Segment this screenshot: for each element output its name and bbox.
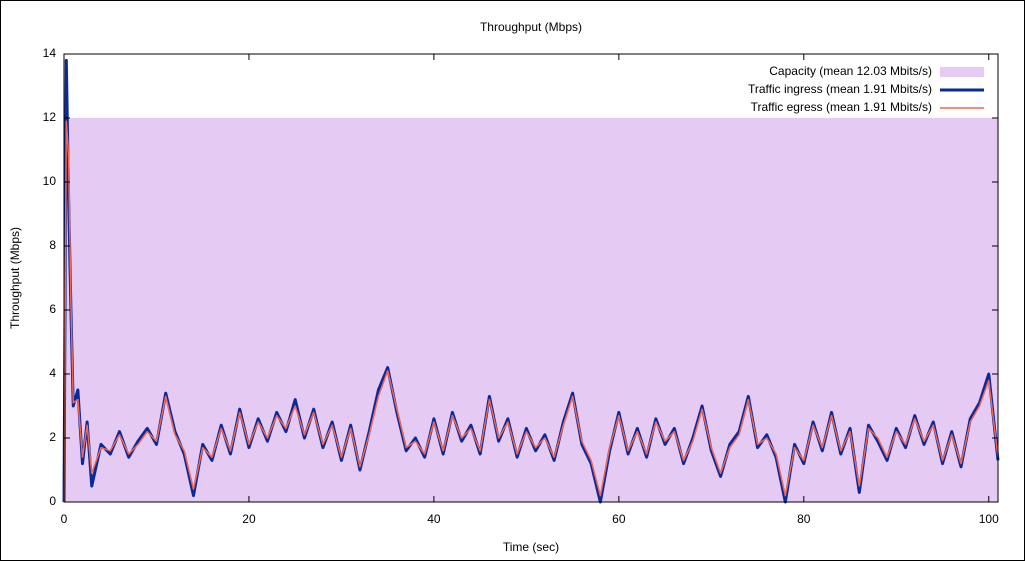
chart-title: Throughput (Mbps) — [480, 20, 582, 34]
series-line — [63, 120, 999, 503]
legend-label: Traffic egress (mean 1.91 Mbits/s) — [751, 100, 932, 114]
y-tick-label: 14 — [43, 46, 57, 60]
y-axis-label: Throughput (Mbps) — [8, 227, 22, 329]
y-tick-label: 6 — [49, 302, 56, 316]
x-tick-label: 20 — [242, 512, 256, 526]
legend-label: Traffic ingress (mean 1.91 Mbits/s) — [748, 82, 932, 96]
x-axis-label: Time (sec) — [503, 540, 559, 554]
x-tick-label: 100 — [979, 512, 999, 526]
x-tick-label: 80 — [797, 512, 811, 526]
legend-label: Capacity (mean 12.03 Mbits/s) — [769, 64, 932, 78]
plot-frame — [63, 53, 999, 503]
y-tick-label: 4 — [49, 366, 56, 380]
x-tick-label: 0 — [61, 512, 68, 526]
y-tick-label: 2 — [49, 430, 56, 444]
y-tick-label: 12 — [43, 110, 57, 124]
x-tick-label: 40 — [427, 512, 441, 526]
x-tick-label: 60 — [612, 512, 626, 526]
y-tick-label: 10 — [43, 174, 57, 188]
y-tick-label: 8 — [49, 238, 56, 252]
y-tick-label: 0 — [49, 494, 56, 508]
legend-swatch — [940, 67, 984, 77]
